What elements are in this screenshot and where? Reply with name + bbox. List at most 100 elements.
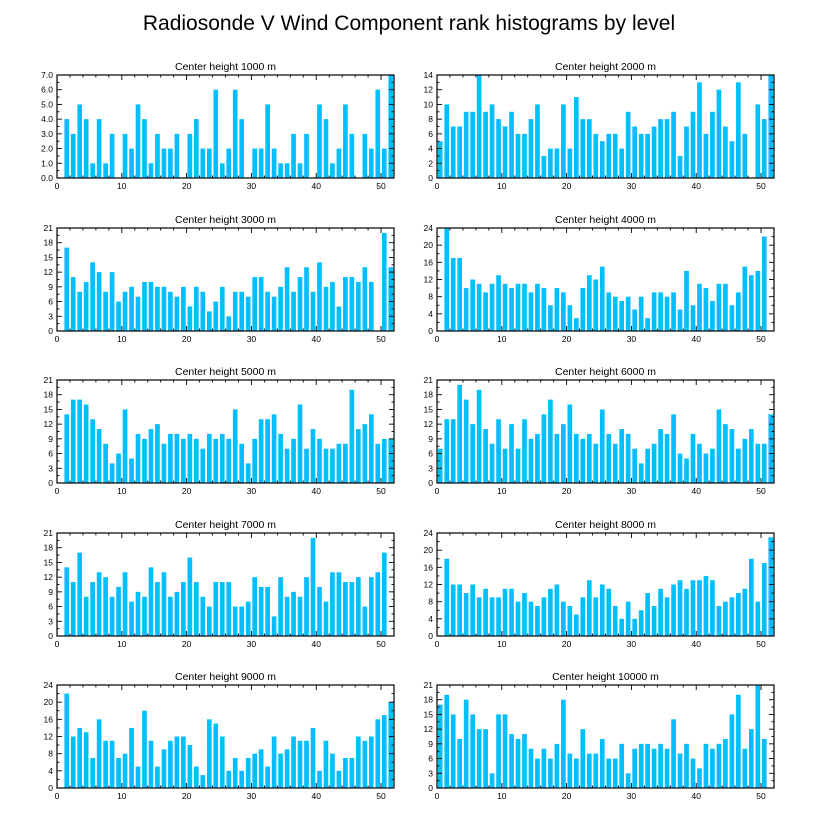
x-tick-label: 50 xyxy=(376,639,386,649)
x-tick-label: 50 xyxy=(756,334,766,344)
panel-1: Center height 1000 m 0 10 20 30 40 50 0.0 1.0 2.0… xyxy=(41,61,395,191)
bar xyxy=(161,148,167,178)
y-tick-label: 21 xyxy=(44,223,54,233)
y-tick-label: 6 xyxy=(48,297,53,307)
bar xyxy=(129,727,134,788)
bar xyxy=(755,104,761,178)
panel-5: Center height 5000 m 0 10 20 30 40 50 0 3 6 9 12 15 1… xyxy=(44,366,395,496)
bar xyxy=(651,443,657,483)
bar xyxy=(90,757,95,788)
bar xyxy=(502,588,508,636)
bar xyxy=(194,582,199,636)
y-tick-label: 6.0 xyxy=(41,85,53,95)
bar xyxy=(541,414,547,483)
bar xyxy=(278,577,283,636)
bar xyxy=(599,266,605,332)
bar xyxy=(90,419,95,483)
bar xyxy=(297,596,303,636)
x-tick-label: 40 xyxy=(691,639,701,649)
bar xyxy=(671,719,676,788)
bar xyxy=(206,311,212,331)
bar xyxy=(174,591,180,636)
bar xyxy=(174,296,180,331)
bar xyxy=(232,89,238,178)
bar xyxy=(161,749,167,789)
y-tick-label: 24 xyxy=(44,680,54,690)
bar xyxy=(736,694,741,788)
bar xyxy=(265,291,270,331)
bar xyxy=(625,773,631,788)
bar xyxy=(651,292,657,332)
bar xyxy=(489,283,495,331)
bar xyxy=(343,277,348,331)
bar xyxy=(356,577,361,636)
bar xyxy=(470,111,475,178)
bar xyxy=(362,606,368,636)
bar xyxy=(697,768,702,788)
y-tick-label: 12 xyxy=(424,419,434,429)
bar xyxy=(135,104,141,178)
bar xyxy=(755,443,761,483)
bar xyxy=(375,89,381,178)
bar xyxy=(748,729,754,788)
bar xyxy=(496,714,501,788)
bar xyxy=(181,286,186,331)
bar xyxy=(567,404,573,483)
bar xyxy=(245,463,251,483)
bar xyxy=(142,596,147,636)
bar xyxy=(219,736,225,788)
y-tick-label: 7.0 xyxy=(41,70,53,80)
bar xyxy=(541,597,547,637)
bar xyxy=(349,757,355,788)
bar xyxy=(742,588,748,636)
bar xyxy=(710,580,715,636)
bar xyxy=(619,429,625,483)
bar xyxy=(168,596,173,636)
bar xyxy=(541,155,547,178)
bar xyxy=(96,572,102,636)
bar xyxy=(213,438,219,483)
x-tick-label: 50 xyxy=(376,486,386,496)
bar xyxy=(252,577,257,636)
bar xyxy=(129,286,134,331)
bar xyxy=(103,740,108,788)
bar xyxy=(638,743,644,788)
bar xyxy=(761,236,767,331)
bar xyxy=(768,75,774,178)
bar xyxy=(684,743,689,788)
bar xyxy=(317,262,322,331)
y-tick-label: 21 xyxy=(44,375,54,385)
bar xyxy=(509,111,514,178)
bar xyxy=(83,596,89,636)
bar xyxy=(625,433,631,483)
bar xyxy=(239,291,245,331)
bar xyxy=(748,558,754,636)
bar xyxy=(122,572,128,636)
x-tick-label: 0 xyxy=(55,639,60,649)
y-tick-label: 20 xyxy=(424,240,434,250)
bar xyxy=(470,584,475,636)
y-tick-label: 8 xyxy=(428,292,433,302)
x-tick-label: 30 xyxy=(627,334,637,344)
bar xyxy=(142,438,147,483)
bar xyxy=(463,288,469,331)
y-tick-label: 1.0 xyxy=(41,158,53,168)
bar xyxy=(522,419,527,483)
y-tick-label: 6 xyxy=(428,129,433,139)
y-tick-label: 3 xyxy=(48,463,53,473)
bar xyxy=(252,148,257,178)
bar xyxy=(271,148,277,178)
bar xyxy=(483,111,488,178)
bar xyxy=(593,753,599,788)
bar xyxy=(457,384,463,483)
bar xyxy=(129,601,134,636)
bar xyxy=(187,433,193,483)
bar xyxy=(135,296,141,331)
bar xyxy=(463,111,469,178)
x-tick-label: 20 xyxy=(182,486,192,496)
bar xyxy=(200,596,206,636)
bar xyxy=(368,148,374,178)
bar xyxy=(181,736,186,788)
bar xyxy=(535,283,540,331)
bar xyxy=(528,748,534,788)
